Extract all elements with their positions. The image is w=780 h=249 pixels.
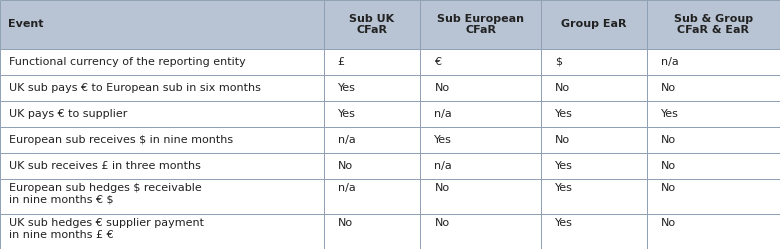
Bar	[647, 0, 780, 49]
Text: No: No	[661, 135, 675, 145]
Text: Yes: Yes	[338, 83, 356, 93]
Bar	[647, 179, 780, 214]
Bar	[647, 75, 780, 101]
Text: Yes: Yes	[661, 109, 679, 119]
Bar	[420, 49, 541, 75]
Bar	[324, 49, 420, 75]
Bar	[420, 101, 541, 127]
Bar	[647, 127, 780, 153]
Text: No: No	[338, 161, 353, 171]
Text: Yes: Yes	[555, 109, 573, 119]
Bar	[420, 214, 541, 249]
Bar	[420, 75, 541, 101]
Text: No: No	[555, 135, 570, 145]
Text: No: No	[434, 218, 449, 228]
Text: Sub & Group
CFaR & EaR: Sub & Group CFaR & EaR	[674, 14, 753, 35]
Text: Sub UK
CFaR: Sub UK CFaR	[349, 14, 395, 35]
Bar	[0, 101, 324, 127]
Text: European sub receives $ in nine months: European sub receives $ in nine months	[9, 135, 233, 145]
Bar	[647, 153, 780, 179]
Text: No: No	[434, 83, 449, 93]
Bar	[324, 153, 420, 179]
Bar	[0, 153, 324, 179]
Text: No: No	[661, 83, 675, 93]
Text: UK sub receives £ in three months: UK sub receives £ in three months	[9, 161, 201, 171]
Text: Yes: Yes	[338, 109, 356, 119]
Text: No: No	[661, 183, 675, 193]
Bar	[0, 179, 324, 214]
Text: Event: Event	[8, 19, 44, 29]
Bar	[324, 179, 420, 214]
Text: Group EaR: Group EaR	[562, 19, 626, 29]
Bar	[541, 0, 647, 49]
Text: No: No	[555, 83, 570, 93]
Bar	[420, 153, 541, 179]
Text: Yes: Yes	[555, 183, 573, 193]
Text: n/a: n/a	[661, 57, 679, 67]
Text: Yes: Yes	[434, 135, 452, 145]
Bar	[647, 101, 780, 127]
Text: No: No	[661, 161, 675, 171]
Bar	[324, 101, 420, 127]
Bar	[647, 49, 780, 75]
Bar	[324, 127, 420, 153]
Text: UK pays € to supplier: UK pays € to supplier	[9, 109, 128, 119]
Text: UK sub pays € to European sub in six months: UK sub pays € to European sub in six mon…	[9, 83, 261, 93]
Text: €: €	[434, 57, 441, 67]
Bar	[324, 75, 420, 101]
Bar	[647, 214, 780, 249]
Bar	[420, 0, 541, 49]
Text: No: No	[661, 218, 675, 228]
Text: n/a: n/a	[338, 135, 356, 145]
Text: n/a: n/a	[434, 109, 452, 119]
Bar	[0, 0, 324, 49]
Text: European sub hedges $ receivable
in nine months € $: European sub hedges $ receivable in nine…	[9, 183, 202, 205]
Bar	[0, 49, 324, 75]
Bar	[0, 127, 324, 153]
Text: No: No	[338, 218, 353, 228]
Text: n/a: n/a	[434, 161, 452, 171]
Text: Yes: Yes	[555, 161, 573, 171]
Text: $: $	[555, 57, 562, 67]
Bar	[420, 179, 541, 214]
Bar	[0, 75, 324, 101]
Bar	[420, 127, 541, 153]
Bar	[541, 127, 647, 153]
Bar	[541, 75, 647, 101]
Text: n/a: n/a	[338, 183, 356, 193]
Bar	[541, 214, 647, 249]
Bar	[0, 214, 324, 249]
Bar	[324, 214, 420, 249]
Text: £: £	[338, 57, 345, 67]
Bar	[541, 153, 647, 179]
Bar	[324, 0, 420, 49]
Text: Yes: Yes	[555, 218, 573, 228]
Text: Functional currency of the reporting entity: Functional currency of the reporting ent…	[9, 57, 246, 67]
Bar	[541, 49, 647, 75]
Bar	[541, 179, 647, 214]
Bar	[541, 101, 647, 127]
Text: Sub European
CFaR: Sub European CFaR	[438, 14, 524, 35]
Text: No: No	[434, 183, 449, 193]
Text: UK sub hedges € supplier payment
in nine months £ €: UK sub hedges € supplier payment in nine…	[9, 218, 204, 240]
